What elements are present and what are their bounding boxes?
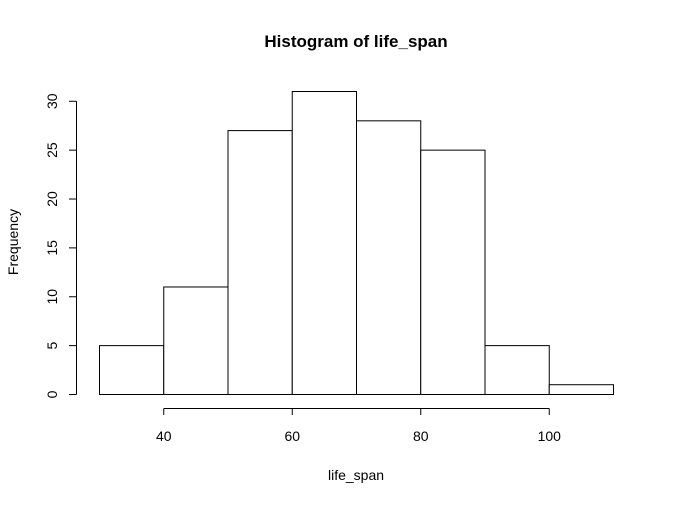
bars-group bbox=[99, 91, 614, 396]
x-axis-label: life_span bbox=[328, 467, 384, 483]
histogram-bar bbox=[420, 149, 486, 395]
histogram-bar bbox=[356, 120, 422, 396]
histogram-bar bbox=[548, 384, 614, 395]
x-axis: 40 60 80 100 bbox=[156, 408, 562, 444]
y-axis: 0 5 10 15 20 25 30 bbox=[44, 93, 77, 398]
x-tick-label: 40 bbox=[156, 428, 172, 444]
y-tick-label: 5 bbox=[44, 342, 60, 350]
chart-title: Histogram of life_span bbox=[264, 32, 447, 51]
x-tick-label: 100 bbox=[538, 428, 562, 444]
y-tick-label: 15 bbox=[44, 240, 60, 256]
histogram-bar bbox=[99, 345, 165, 395]
histogram-bar bbox=[163, 286, 229, 395]
histogram-bar bbox=[227, 130, 293, 395]
y-tick-label: 30 bbox=[44, 93, 60, 109]
histogram-bar bbox=[291, 91, 357, 395]
y-tick-label: 25 bbox=[44, 142, 60, 158]
x-tick-label: 60 bbox=[284, 428, 300, 444]
y-tick-label: 10 bbox=[44, 289, 60, 305]
y-tick-label: 0 bbox=[44, 390, 60, 398]
y-axis-label: Frequency bbox=[5, 209, 21, 275]
y-tick-label: 20 bbox=[44, 191, 60, 207]
histogram-bar bbox=[484, 345, 550, 395]
x-tick-label: 80 bbox=[413, 428, 429, 444]
